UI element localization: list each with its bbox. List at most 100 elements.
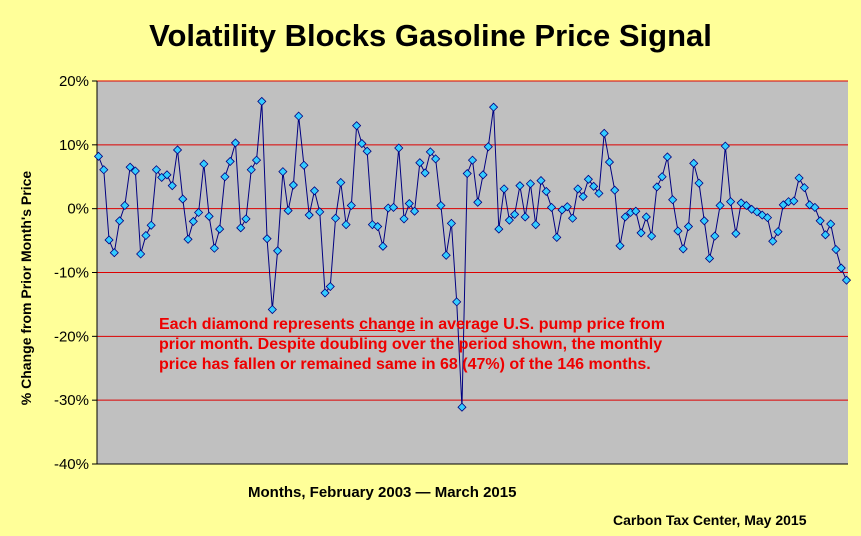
annotation-line1-start: Each diamond represents bbox=[159, 316, 360, 333]
data-point bbox=[188, 216, 198, 226]
data-point bbox=[794, 173, 804, 183]
chart-title: Volatility Blocks Gasoline Price Signal bbox=[149, 18, 712, 53]
data-point bbox=[715, 200, 725, 211]
data-point bbox=[183, 234, 193, 244]
chart-annotation: Each diamond represents change in averag… bbox=[159, 315, 729, 375]
data-point bbox=[352, 121, 362, 131]
data-point bbox=[589, 181, 599, 191]
data-point bbox=[836, 263, 846, 273]
source-credit: Carbon Tax Center, May 2015 bbox=[613, 512, 807, 528]
data-point bbox=[199, 159, 209, 169]
data-point bbox=[299, 160, 309, 170]
data-point bbox=[341, 220, 351, 230]
data-point bbox=[251, 155, 262, 165]
data-point bbox=[710, 231, 720, 241]
data-point bbox=[699, 216, 709, 226]
y-tick-label: -30% bbox=[54, 392, 89, 409]
data-point bbox=[446, 218, 456, 228]
data-point bbox=[93, 151, 104, 161]
data-point bbox=[552, 232, 562, 242]
data-point bbox=[394, 143, 404, 153]
data-point bbox=[789, 196, 799, 206]
data-point bbox=[436, 200, 446, 211]
y-tick-label: -10% bbox=[54, 265, 89, 282]
data-point bbox=[704, 253, 715, 264]
data-point bbox=[120, 200, 130, 211]
data-point bbox=[652, 182, 662, 192]
data-point bbox=[257, 96, 267, 106]
data-point bbox=[636, 228, 646, 238]
data-point bbox=[172, 145, 183, 155]
data-point bbox=[457, 402, 467, 412]
data-point bbox=[494, 224, 504, 234]
data-point bbox=[462, 168, 472, 179]
data-point bbox=[278, 167, 288, 177]
data-point bbox=[99, 165, 109, 175]
data-point bbox=[125, 162, 135, 172]
data-point bbox=[604, 157, 615, 167]
data-point bbox=[683, 221, 694, 232]
data-point bbox=[320, 288, 330, 298]
data-point bbox=[820, 230, 830, 240]
data-point bbox=[325, 281, 335, 292]
data-point bbox=[283, 206, 293, 216]
data-point bbox=[309, 186, 320, 196]
annotation-line2: prior month. Despite doubling over the p… bbox=[159, 336, 663, 353]
data-point bbox=[136, 249, 146, 259]
data-point bbox=[826, 219, 836, 229]
data-point bbox=[483, 142, 493, 152]
data-point bbox=[515, 181, 525, 191]
data-point bbox=[805, 200, 815, 210]
data-point bbox=[726, 197, 736, 207]
data-point bbox=[415, 158, 425, 168]
data-point bbox=[209, 243, 219, 253]
data-point bbox=[473, 197, 483, 207]
data-point bbox=[425, 147, 435, 157]
annotation-line1-end: in average U.S. pump price from bbox=[415, 316, 665, 333]
data-point bbox=[831, 244, 841, 255]
data-point bbox=[357, 138, 367, 149]
data-point bbox=[388, 202, 399, 212]
data-point bbox=[467, 155, 478, 165]
gridlines bbox=[97, 80, 848, 401]
data-point bbox=[215, 224, 225, 234]
data-point bbox=[346, 200, 356, 211]
data-point bbox=[452, 297, 462, 307]
data-point bbox=[315, 207, 325, 217]
data-point bbox=[236, 223, 246, 233]
data-point bbox=[525, 179, 536, 189]
data-point bbox=[568, 213, 578, 223]
data-point bbox=[162, 170, 172, 180]
y-tick-label: -20% bbox=[54, 328, 89, 345]
data-point bbox=[736, 198, 746, 208]
data-point bbox=[641, 212, 651, 222]
data-point bbox=[104, 235, 114, 245]
data-point bbox=[178, 194, 188, 204]
data-point bbox=[273, 246, 283, 256]
data-point bbox=[810, 202, 820, 212]
annotation-underlined-word: change bbox=[359, 316, 416, 333]
data-point bbox=[504, 215, 514, 225]
data-point bbox=[489, 102, 499, 112]
data-point bbox=[262, 234, 272, 244]
data-point bbox=[288, 180, 298, 190]
data-point bbox=[510, 209, 520, 219]
data-point bbox=[404, 198, 414, 209]
data-point bbox=[167, 181, 177, 191]
y-tick-label: 20% bbox=[59, 73, 89, 90]
data-point bbox=[194, 207, 204, 218]
y-tick-label: 0% bbox=[67, 201, 89, 218]
data-point bbox=[610, 185, 620, 195]
x-axis-title: Months, February 2003 — March 2015 bbox=[248, 484, 517, 501]
data-point bbox=[594, 188, 604, 198]
data-point bbox=[241, 214, 251, 224]
data-point bbox=[546, 202, 557, 212]
data-point bbox=[431, 154, 441, 164]
data-point bbox=[615, 241, 625, 251]
data-point bbox=[141, 230, 151, 241]
data-point bbox=[668, 195, 678, 205]
data-point bbox=[146, 220, 156, 230]
data-point bbox=[399, 214, 409, 224]
data-point bbox=[647, 231, 657, 241]
